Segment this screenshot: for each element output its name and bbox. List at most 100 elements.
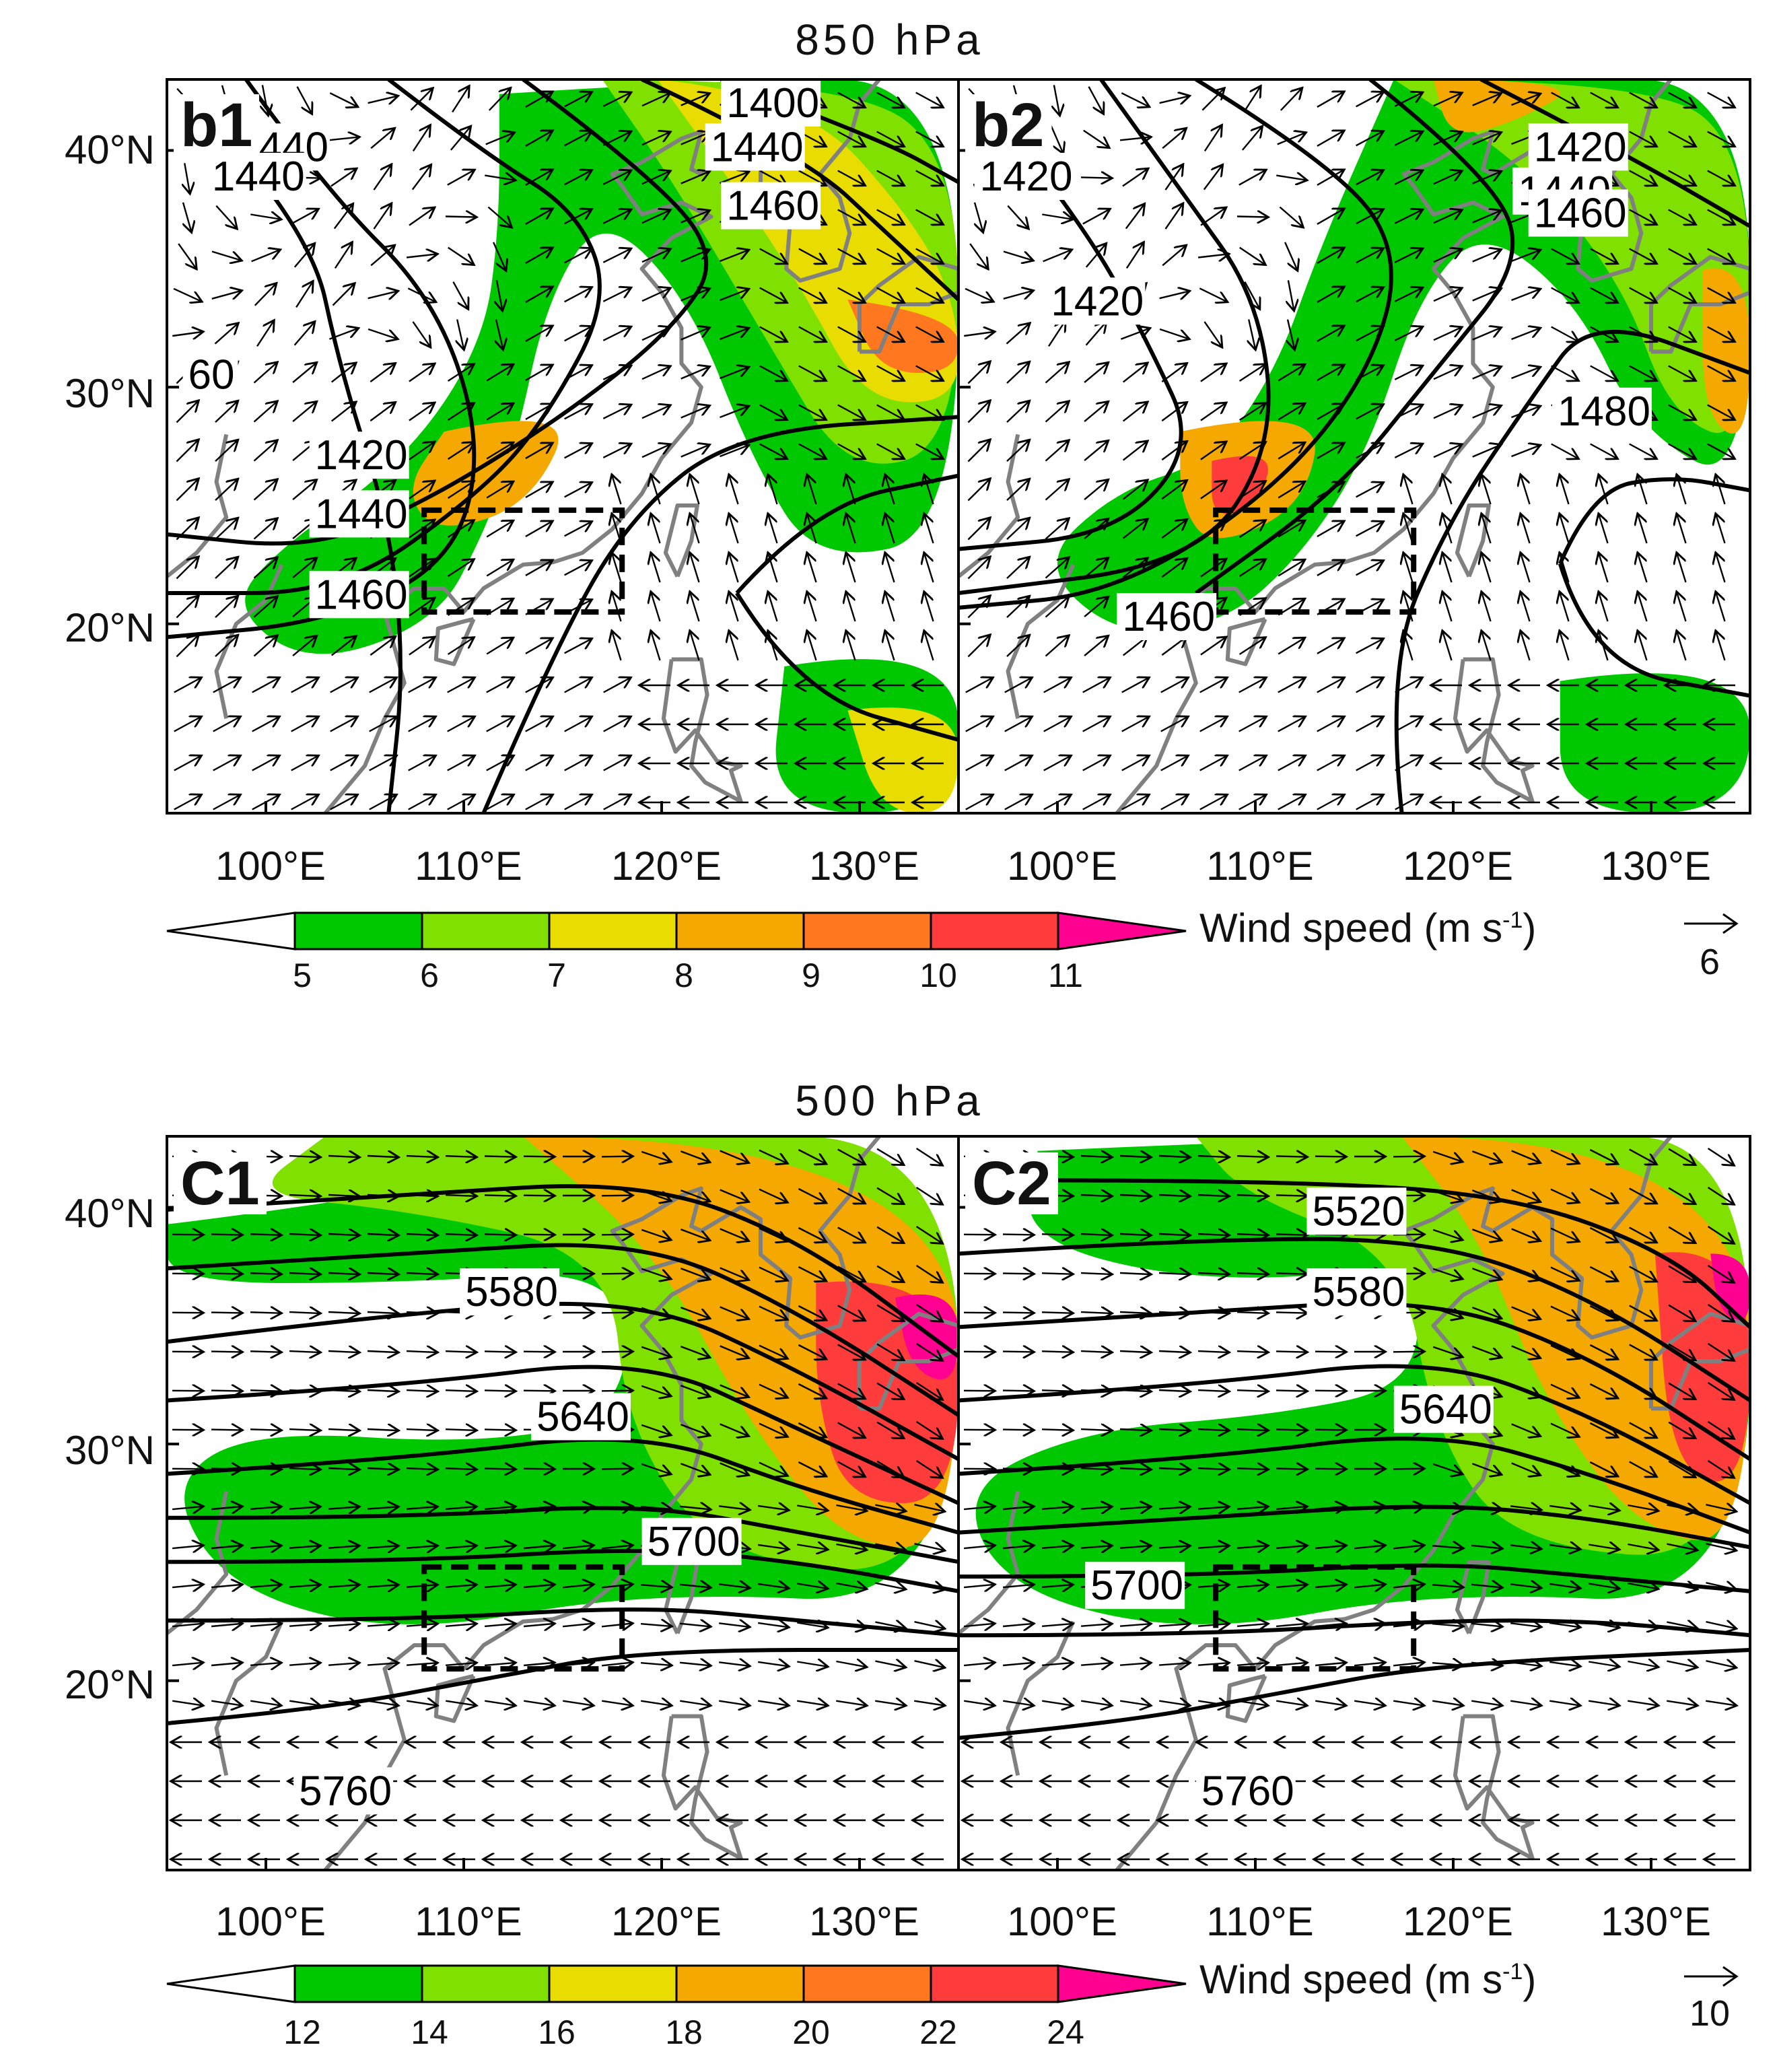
wind-vector — [915, 287, 942, 302]
wind-vector — [525, 757, 552, 771]
wind-vector — [1082, 679, 1109, 693]
wind-vector — [1045, 558, 1068, 579]
wind-vector — [720, 1189, 748, 1202]
wind-vector — [613, 554, 622, 583]
wind-vector — [253, 441, 277, 462]
wind-vector — [1084, 442, 1107, 462]
wind-vector — [1236, 1234, 1267, 1235]
wind-vector — [1122, 481, 1147, 500]
wind-vector — [691, 554, 700, 583]
wind-vector — [1551, 365, 1578, 380]
wind-vector — [680, 1385, 708, 1396]
wind-vector — [485, 133, 514, 145]
wind-vector — [798, 1422, 825, 1437]
wind-vector — [564, 640, 591, 654]
wind-vector — [1121, 796, 1148, 810]
lon-label-130e-b: 130°E — [1600, 843, 1712, 889]
colorbar-500 — [166, 1964, 1187, 2003]
wind-vector — [798, 1461, 825, 1476]
wind-vector — [1629, 209, 1656, 224]
wind-vector — [1200, 637, 1225, 656]
wind-vector — [915, 1147, 942, 1165]
panel-label-c1: C1 — [174, 1152, 267, 1214]
wind-vector — [798, 1344, 825, 1358]
contour-label: 1440 — [705, 123, 805, 171]
wind-vector — [915, 1420, 942, 1438]
wind-vector — [1511, 368, 1539, 380]
wind-vector — [602, 93, 629, 107]
wind-vector — [289, 1234, 319, 1235]
wind-vector — [1356, 405, 1383, 420]
lon-label-100e-d: 100°E — [1006, 1899, 1118, 1944]
lon-label-100e-a: 100°E — [215, 843, 326, 889]
wind-vector — [252, 757, 279, 771]
wind-vector — [1200, 364, 1225, 382]
wind-vector — [1284, 242, 1297, 269]
wind-vector — [1084, 598, 1107, 618]
wind-vector — [641, 1385, 670, 1395]
wind-vector — [1041, 1429, 1072, 1430]
wind-vector — [486, 718, 513, 732]
wind-vector — [174, 796, 201, 810]
wind-vector — [406, 1390, 436, 1391]
wind-vector — [1045, 402, 1068, 423]
wind-vector — [1043, 250, 1071, 263]
wind-vector — [1668, 365, 1695, 380]
wind-vector — [291, 757, 318, 771]
wind-vector — [759, 365, 786, 380]
wind-vector — [1197, 254, 1228, 258]
wind-vector — [1084, 559, 1107, 579]
wind-vector — [1482, 515, 1492, 544]
wind-vector — [407, 1624, 436, 1626]
wind-vector — [330, 796, 357, 810]
wind-vector — [408, 757, 435, 771]
wind-vector — [759, 1149, 786, 1163]
wind-vector — [1288, 319, 1294, 349]
wind-vector — [876, 287, 903, 302]
wind-vector — [1160, 796, 1187, 810]
contour-label-text: 5640 — [1399, 1387, 1492, 1433]
wind-vector — [215, 558, 237, 579]
contour-label-text: 1460 — [1122, 594, 1215, 640]
wind-vector — [330, 679, 357, 693]
wind-vector — [886, 593, 895, 622]
wind-vector — [1122, 442, 1147, 461]
wind-vector — [808, 554, 817, 583]
wind-vector — [652, 632, 661, 661]
wind-vector — [1356, 132, 1383, 147]
wind-vector — [1551, 443, 1578, 458]
wind-vector — [759, 326, 786, 341]
wind-vector — [486, 483, 512, 499]
wind-vector — [1521, 632, 1531, 661]
wind-vector — [798, 1383, 825, 1397]
wind-vector — [408, 718, 435, 732]
wind-vector — [730, 515, 739, 544]
wind-vector — [1160, 679, 1187, 693]
wind-vector — [798, 287, 825, 302]
wind-vector — [1716, 476, 1726, 505]
wind-vector — [915, 248, 942, 263]
wind-vector — [564, 132, 591, 147]
wind-vector — [1236, 1273, 1267, 1274]
wind-speed-shading — [1393, 79, 1750, 434]
wind-vector — [601, 1156, 631, 1157]
wind-vector — [1125, 205, 1144, 230]
wind-vector — [211, 1624, 241, 1626]
contour-label: 5700 — [641, 1517, 742, 1565]
wind-vector — [289, 1507, 319, 1509]
wind-vector — [1003, 250, 1032, 261]
wind-vector — [681, 328, 709, 341]
cb850-tick-11: 11 — [1048, 957, 1083, 994]
wind-vector — [1239, 796, 1265, 810]
wind-vector — [679, 1624, 709, 1626]
wind-vector — [1707, 170, 1734, 185]
wind-vector — [1243, 88, 1260, 113]
wind-vector — [1521, 515, 1531, 544]
wind-vector — [1629, 248, 1656, 263]
contour-label: 1420 — [974, 153, 1074, 200]
wind-vector — [1511, 289, 1539, 302]
wind-vector — [808, 632, 817, 661]
wind-vector — [641, 1424, 670, 1435]
wind-vector — [525, 131, 551, 147]
wind-vector — [1121, 718, 1148, 732]
